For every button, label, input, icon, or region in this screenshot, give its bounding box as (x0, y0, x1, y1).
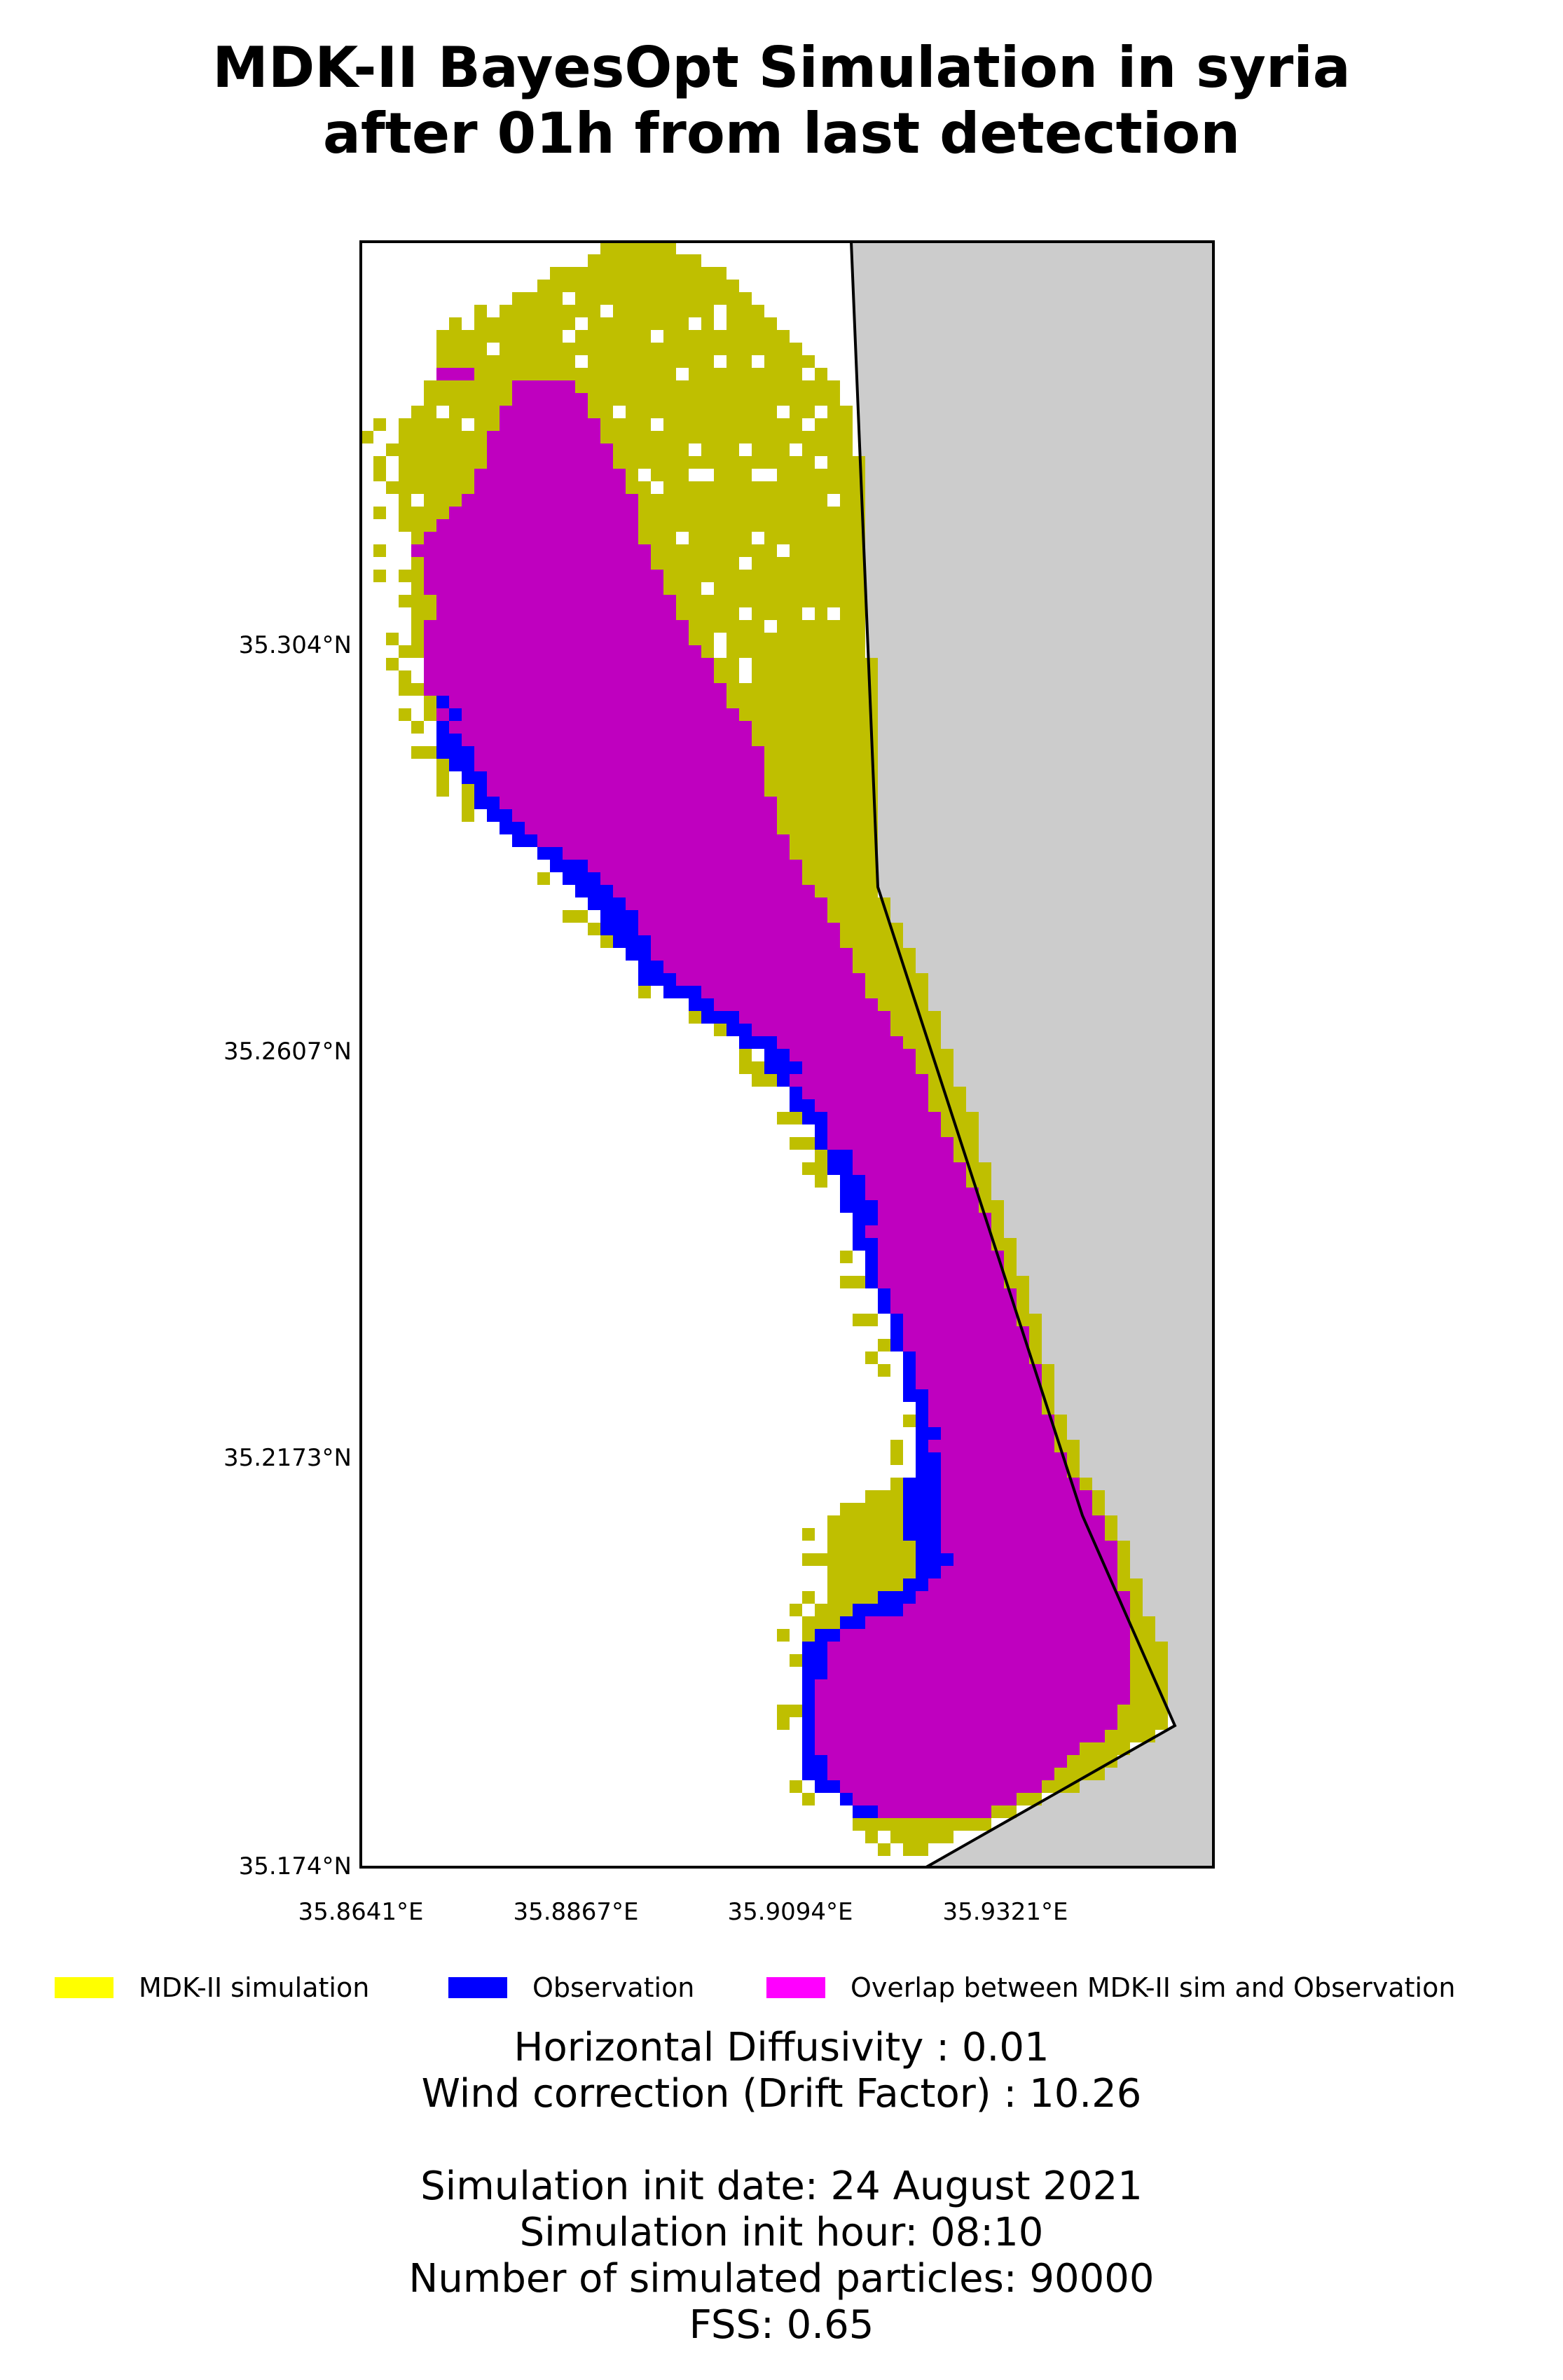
map-panel: 35.304°N 35.2607°N 35.2173°N 35.174°N 35… (223, 240, 1215, 1926)
lat-tick-label: 35.174°N (239, 1852, 352, 1880)
legend-label: Overlap between MDK-II sim and Observati… (851, 1972, 1456, 2003)
lon-tick-label: 35.8641°E (298, 1898, 423, 1926)
init-date-text: Simulation init date: 24 August 2021 (420, 2164, 1143, 2209)
wind-correction-text: Wind correction (Drift Factor) : 10.26 (421, 2071, 1142, 2117)
legend-swatch-simulation (55, 1977, 113, 1998)
coastline (850, 241, 1177, 1869)
legend-item-overlap: Overlap between MDK-II sim and Observati… (766, 1972, 1455, 2003)
particles-text: Number of simulated particles: 90000 (408, 2256, 1155, 2302)
init-hour-text: Simulation init hour: 08:10 (519, 2210, 1044, 2255)
lat-axis: 35.304°N 35.2607°N 35.2173°N 35.174°N (223, 631, 352, 1880)
legend: MDK-II simulation Observation Overlap be… (0, 1972, 1563, 2007)
figure-title: MDK-II BayesOpt Simulation in syria afte… (0, 35, 1563, 167)
legend-swatch-observation (448, 1977, 507, 1998)
title-line-2: after 01h from last detection (322, 101, 1241, 166)
title-line-1: MDK-II BayesOpt Simulation in syria (212, 35, 1351, 100)
map-frame (359, 240, 1215, 1869)
lat-tick-label: 35.2607°N (223, 1038, 352, 1066)
lon-tick-label: 35.9321°E (942, 1898, 1068, 1926)
diffusivity-text: Horizontal Diffusivity : 0.01 (514, 2025, 1049, 2070)
lat-tick-label: 35.304°N (239, 631, 352, 659)
legend-label: MDK-II simulation (139, 1972, 370, 2003)
fss-text: FSS: 0.65 (689, 2302, 874, 2348)
simulation-info: Horizontal Diffusivity : 0.01 Wind corre… (0, 2025, 1563, 2348)
particle-grid (361, 242, 1168, 1856)
land-polygon (851, 242, 1213, 1867)
legend-swatch-overlap (766, 1977, 825, 1998)
lon-axis: 35.8641°E 35.8867°E 35.9094°E 35.9321°E (298, 1898, 1068, 1926)
legend-label: Observation (532, 1972, 695, 2003)
lon-tick-label: 35.9094°E (727, 1898, 853, 1926)
legend-item-simulation: MDK-II simulation (55, 1972, 369, 2003)
lat-tick-label: 35.2173°N (223, 1444, 352, 1472)
lon-tick-label: 35.8867°E (513, 1898, 638, 1926)
legend-item-observation: Observation (448, 1972, 694, 2003)
